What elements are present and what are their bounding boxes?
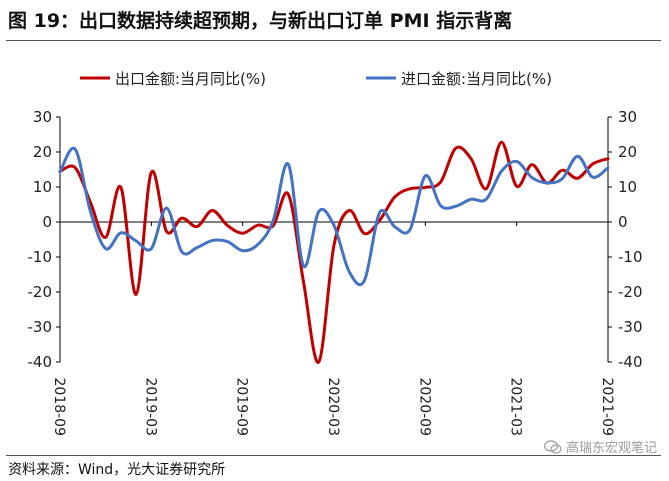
legend-import-label: 进口金额:当月同比(%)	[401, 70, 552, 88]
x-tick-label: 2019-03	[142, 378, 158, 437]
top-divider	[6, 40, 661, 41]
line-chart: 出口金额:当月同比(%) 进口金额:当月同比(%) 30 20 10 0 -10 -20 -…	[28, 70, 643, 436]
y-tick-label: -40	[28, 353, 53, 371]
y-tick-label: -30	[28, 318, 53, 336]
chart-title: 图 19：出口数据持续超预期，与新出口订单 PMI 指示背离	[8, 10, 513, 32]
legend-export-label: 出口金额:当月同比(%)	[115, 70, 266, 88]
y-right-tick-label: -30	[618, 318, 643, 336]
x-axis: 2018-09 2019-03 2019-09 2020-03 2020-09 2021-…	[51, 222, 615, 436]
watermark: 高瑞东宏观笔记	[543, 437, 657, 456]
y-tick-label: 10	[33, 178, 52, 196]
y-right-tick-label: 10	[618, 178, 637, 196]
y-tick-label: -10	[28, 248, 53, 266]
x-tick-label: 2020-03	[325, 378, 341, 437]
y-axis-right: 30 20 10 0 -10 -20 -30 -40	[608, 108, 643, 371]
y-tick-label: 30	[33, 108, 52, 126]
bottom-divider	[6, 455, 661, 456]
source-note: 资料来源：Wind，光大证券研究所	[8, 462, 226, 478]
y-tick-label: 20	[33, 143, 52, 161]
y-right-tick-label: -40	[618, 353, 643, 371]
x-tick-label: 2019-09	[234, 378, 250, 437]
y-axis-left: 30 20 10 0 -10 -20 -30 -40	[28, 108, 60, 371]
y-right-tick-label: -20	[618, 283, 643, 301]
y-right-tick-label: 0	[618, 213, 628, 231]
series-group	[58, 140, 610, 364]
y-tick-label: 0	[42, 213, 52, 231]
y-right-tick-label: 30	[618, 108, 637, 126]
wechat-icon	[543, 439, 562, 454]
y-right-tick-label: 20	[618, 143, 637, 161]
watermark-text: 高瑞东宏观笔记	[565, 441, 657, 456]
x-tick-label: 2020-09	[416, 377, 432, 436]
x-tick-label: 2021-03	[508, 378, 524, 437]
x-tick-label: 2021-09	[599, 378, 615, 437]
x-tick-label: 2018-09	[51, 378, 67, 437]
series-export-line	[58, 140, 610, 364]
series-import-line	[58, 146, 610, 287]
y-right-tick-label: -10	[618, 248, 643, 266]
y-tick-label: -20	[28, 283, 53, 301]
legend: 出口金额:当月同比(%) 进口金额:当月同比(%)	[80, 70, 552, 88]
